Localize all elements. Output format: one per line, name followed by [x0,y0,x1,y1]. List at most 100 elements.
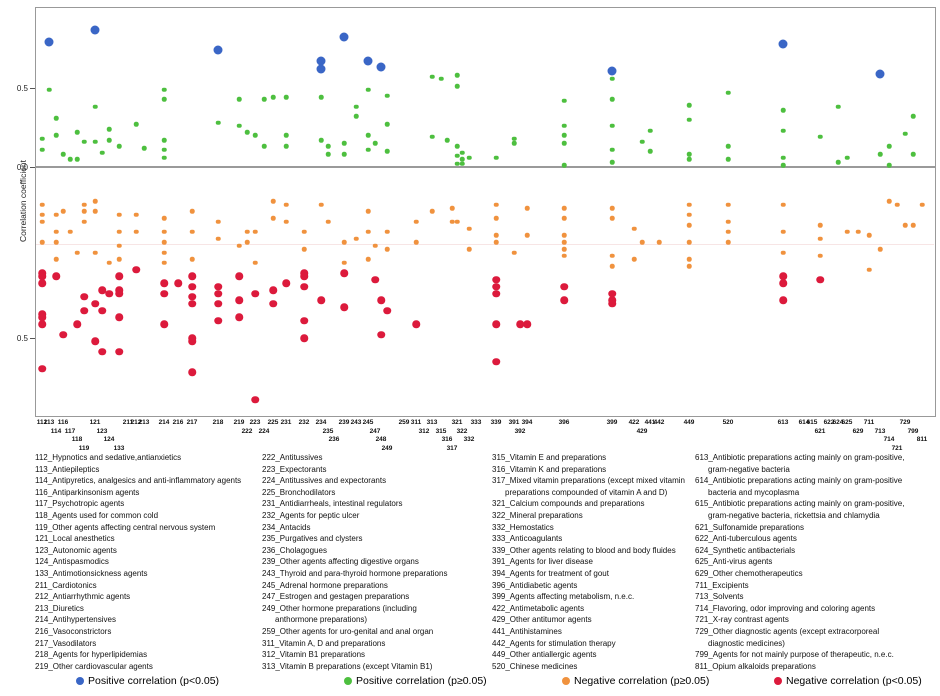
drug-code-item: 211_Cardiotonics [35,580,97,590]
legend-item: Positive correlation (p<0.05) [76,675,219,687]
data-point [189,229,195,235]
drug-code-item: 315_Vitamin E and preparations [492,453,607,462]
data-point [779,296,787,305]
drug-code-item: 313_Vitamin B preparations (except Vitam… [262,661,433,671]
data-point [80,306,88,315]
data-point [444,137,450,143]
drug-code-item: 317_Mixed vitamin preparations (except m… [492,476,685,486]
data-point [686,263,692,269]
drug-code-item: 114_Antipyretics, analgesics and anti-in… [35,476,242,486]
x-tick-label: 614 [798,419,810,426]
data-point [817,134,823,140]
data-point [384,246,390,252]
x-tick-label: 332 [463,436,475,443]
data-point [235,296,243,305]
data-point [161,87,167,92]
data-point [459,156,465,162]
data-point [325,152,331,157]
data-point [449,205,455,211]
data-point [429,209,435,214]
data-point [160,279,168,288]
x-tick-label: 441 [644,419,656,426]
data-point [647,148,653,154]
data-point [686,156,692,162]
data-point [213,45,223,55]
x-tick-label: 339 [490,419,502,426]
data-point [283,144,289,149]
data-point [454,73,460,78]
data-point [38,365,46,373]
data-point [116,212,122,218]
data-point [894,202,900,207]
drug-code-item: 119_Other agents affecting central nervo… [35,522,216,532]
data-point [53,229,59,235]
data-point [365,133,371,138]
data-point [561,163,567,168]
data-point [214,289,222,298]
data-point [236,243,242,248]
data-point [115,313,123,322]
drug-code-item: 231_Antidiarrheals, intestinal regulator… [262,499,403,509]
data-point [261,144,267,149]
y-tick-label: 0.5 [16,333,28,343]
data-point [844,229,850,235]
x-tick-label: 713 [874,427,886,435]
data-point [886,198,892,204]
x-tick-label: 217 [186,419,198,426]
drug-code-item: 212_Antiarrhythmic agents [35,592,131,602]
data-point [316,56,326,66]
x-tick-label: 625 [841,419,853,426]
drug-code-item: 799_Agents for not mainly purpose of the… [695,650,894,660]
data-point [560,296,568,305]
x-tick-label: 449 [683,419,695,426]
x-tick-label: 629 [852,427,864,435]
x-tick-label: 218 [212,419,224,426]
x-tick-label: 615 [806,419,818,426]
drug-code-item: 249_Other hormone preparations (includin… [262,603,417,613]
data-point [244,239,250,245]
data-point [492,276,500,284]
data-point [363,56,373,66]
data-point [844,155,850,160]
data-point [80,293,88,301]
data-point [188,300,196,308]
data-point [161,216,167,221]
data-point [524,205,530,211]
drug-code-item: 236_Cholagogues [262,545,327,555]
x-tick-label: 322 [456,427,468,435]
drug-code-item: gram-negative bacteria, rickettsia and c… [708,510,880,520]
data-point [561,216,567,221]
data-point [74,156,80,162]
data-point [365,257,371,262]
data-point [270,95,276,100]
data-point [98,347,106,356]
x-tick-label: 113 [43,419,55,426]
drug-code-item: 124_Antispasmodics [35,557,109,567]
data-point [116,229,122,235]
data-point [92,104,98,110]
x-tick-label: 259 [398,419,410,426]
drug-code-item: 216_Vasoconstrictors [35,626,112,636]
drug-code-item: 133_Antimotionsickness agents [35,568,148,578]
data-point [377,296,385,305]
data-point [341,239,347,245]
x-tick-label: 399 [606,419,618,426]
data-point [300,272,308,281]
data-point [59,330,67,339]
data-point [459,150,465,156]
data-point [252,260,258,265]
data-point [492,320,500,329]
data-point [160,320,168,329]
x-tick-label: 112 [36,419,48,426]
data-point [466,155,472,160]
data-point [466,246,472,252]
drug-code-item: 449_Other antiallergic agents [492,650,597,660]
drug-code-item: 442_Agents for stimulation therapy [492,638,616,648]
drug-code-item: 235_Purgatives and clysters [262,534,363,544]
data-point [492,358,500,366]
drug-code-item: 259_Other agents for uro-genital and ana… [262,626,434,636]
drug-code-item: 332_Hemostatics [492,522,554,532]
data-point [449,219,455,224]
data-point [236,96,242,102]
data-point [886,163,892,168]
